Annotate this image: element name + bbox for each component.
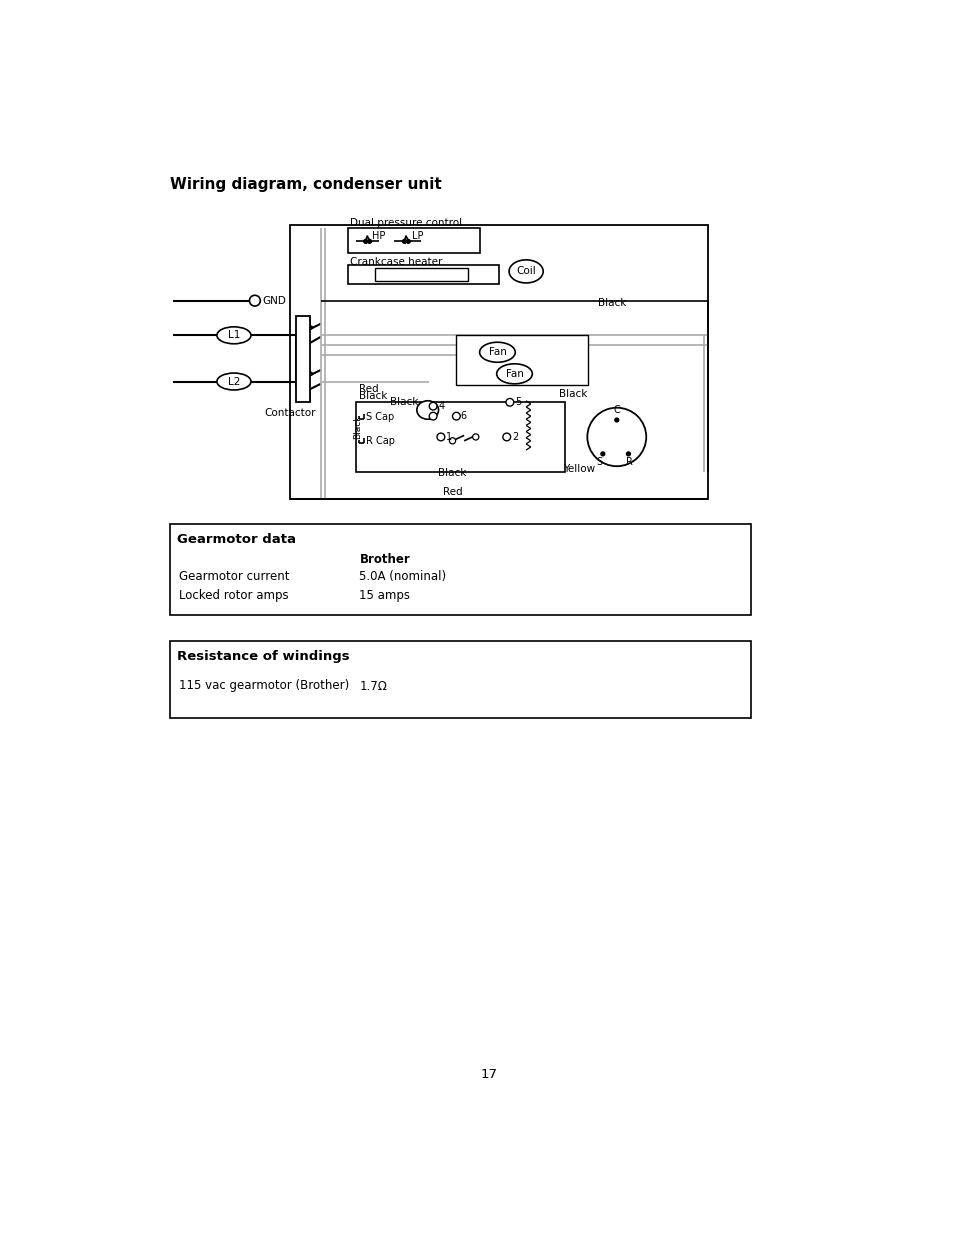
Text: Black: Black <box>353 415 362 440</box>
Bar <box>375 268 468 280</box>
Circle shape <box>429 412 436 420</box>
Text: Red: Red <box>359 384 378 394</box>
Text: Black: Black <box>437 468 466 478</box>
Text: GND: GND <box>262 295 286 305</box>
Text: 1.7Ω: 1.7Ω <box>359 679 387 693</box>
Bar <box>290 225 707 499</box>
Circle shape <box>436 433 444 441</box>
Ellipse shape <box>497 364 532 384</box>
Bar <box>170 524 750 615</box>
Text: Black: Black <box>558 389 586 399</box>
Bar <box>348 266 498 284</box>
Circle shape <box>502 433 510 441</box>
Circle shape <box>367 240 371 243</box>
Text: Brother: Brother <box>359 553 410 566</box>
Text: L2: L2 <box>228 377 240 387</box>
Circle shape <box>505 399 513 406</box>
Text: Black: Black <box>598 298 626 308</box>
Text: S Cap: S Cap <box>365 411 394 421</box>
Text: Gearmotor current: Gearmotor current <box>179 571 289 583</box>
Text: 4: 4 <box>438 401 444 411</box>
Text: Fan: Fan <box>488 347 506 357</box>
Circle shape <box>600 452 604 456</box>
Text: Resistance of windings: Resistance of windings <box>177 651 350 663</box>
Circle shape <box>429 403 436 410</box>
Bar <box>348 228 479 253</box>
Circle shape <box>587 408 645 466</box>
Text: Contactor: Contactor <box>264 409 315 419</box>
Text: L1: L1 <box>228 330 240 341</box>
Text: 17: 17 <box>480 1068 497 1082</box>
Text: Crankcase heater: Crankcase heater <box>350 257 442 267</box>
Text: Black: Black <box>359 390 388 400</box>
Text: LP: LP <box>412 231 423 241</box>
Text: 1: 1 <box>446 432 452 442</box>
Text: Locked rotor amps: Locked rotor amps <box>179 589 288 601</box>
Ellipse shape <box>479 342 515 362</box>
Ellipse shape <box>509 259 542 283</box>
Text: Dual pressure control: Dual pressure control <box>350 219 462 228</box>
Text: HP: HP <box>372 231 385 241</box>
Circle shape <box>406 240 410 243</box>
Ellipse shape <box>216 327 251 343</box>
Text: Gearmotor data: Gearmotor data <box>177 534 296 546</box>
Bar <box>170 641 750 718</box>
Text: R Cap: R Cap <box>365 436 395 446</box>
Circle shape <box>363 240 367 243</box>
Text: 5.0A (nominal): 5.0A (nominal) <box>359 571 446 583</box>
Text: R: R <box>625 457 632 467</box>
Circle shape <box>615 419 618 422</box>
Text: 15 amps: 15 amps <box>359 589 410 601</box>
Text: 5: 5 <box>515 398 521 408</box>
Circle shape <box>402 240 406 243</box>
Text: S: S <box>596 457 602 467</box>
Circle shape <box>452 412 459 420</box>
Text: C: C <box>613 405 619 415</box>
Circle shape <box>249 295 260 306</box>
Circle shape <box>626 452 630 456</box>
Text: 115 vac gearmotor (Brother): 115 vac gearmotor (Brother) <box>179 679 349 693</box>
Ellipse shape <box>216 373 251 390</box>
Text: 6: 6 <box>459 411 466 421</box>
Text: Yellow: Yellow <box>562 464 595 474</box>
Text: Fan: Fan <box>505 369 523 379</box>
Text: Wiring diagram, condenser unit: Wiring diagram, condenser unit <box>170 178 441 193</box>
Text: Black: Black <box>390 396 418 406</box>
Circle shape <box>472 433 478 440</box>
Ellipse shape <box>416 401 438 419</box>
Text: 2: 2 <box>512 432 517 442</box>
Bar <box>295 316 310 403</box>
Bar <box>456 336 587 385</box>
Circle shape <box>449 437 456 443</box>
Bar <box>355 403 564 472</box>
Text: Coil: Coil <box>516 267 536 277</box>
Text: Red: Red <box>442 487 462 496</box>
